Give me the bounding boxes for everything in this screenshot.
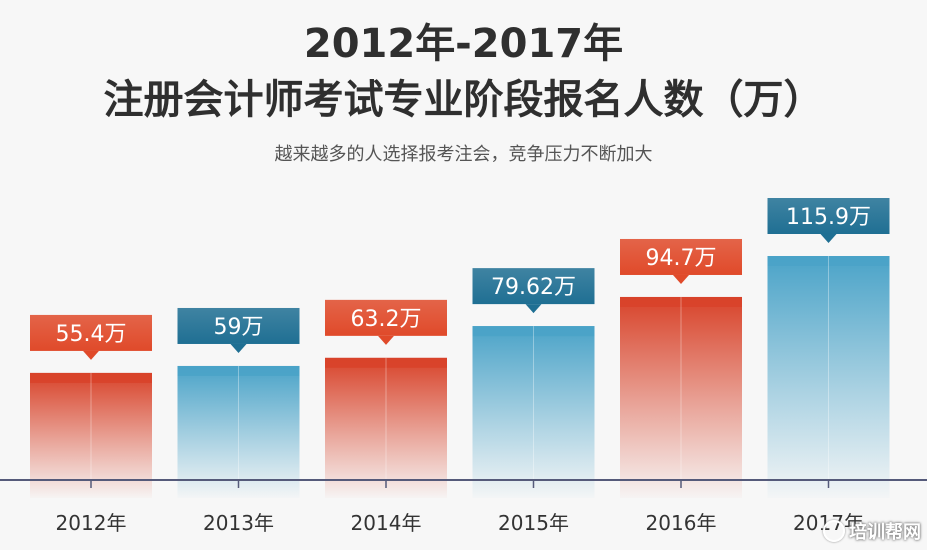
watermark: 培训帮网 [823,518,921,544]
bar-top-band-2 [177,365,300,376]
data-label-2: 59万 [214,315,264,340]
bar-top-band-5 [620,296,742,307]
data-label-box-2 [177,307,300,344]
watermark-logo-icon [823,520,845,542]
data-label-pointer-6 [820,234,837,243]
bar-3 [325,357,447,498]
bar-top-band-3 [325,357,447,368]
bar-group-6: 115.9万 [767,198,890,498]
chart-subtitle: 越来越多的人选择报考注会，竞争压力不断加大 [274,144,653,165]
bar-group-3: 63.2万 [325,299,447,498]
data-label-box-5 [620,238,742,275]
bar-group-2: 59万 [177,307,300,498]
bar-group-5: 94.7万 [620,238,742,498]
data-label-3: 63.2万 [351,307,422,332]
bar-2 [177,365,300,498]
data-label-6: 115.9万 [786,205,871,230]
x-tick-label-1: 2012年 [56,511,127,535]
data-label-pointer-5 [673,274,689,284]
data-label-box-6 [767,198,890,234]
bar-top-band-4 [472,326,595,337]
data-label-4: 79.62万 [491,275,576,300]
watermark-text: 培训帮网 [849,522,921,543]
data-label-pointer-1 [83,350,99,360]
data-label-box-3 [325,299,447,336]
data-label-box-4 [472,268,595,305]
data-label-pointer-3 [378,335,394,345]
x-tick-label-3: 2014年 [351,511,422,535]
bar-6 [767,256,890,498]
x-tick-label-5: 2016年 [646,511,717,535]
bar-4 [472,326,595,498]
bar-5 [620,296,742,498]
bar-group-1: 55.4万 [30,314,152,498]
x-tick-label-4: 2015年 [498,511,569,535]
bar-top-band-6 [767,256,890,266]
bar-top-band-1 [30,372,152,383]
data-label-pointer-4 [525,304,542,314]
bar-group-4: 79.62万 [472,268,595,498]
bar-1 [30,372,152,498]
data-label-1: 55.4万 [56,322,127,347]
data-label-5: 94.7万 [646,246,717,271]
chart-title-line2: 注册会计师考试专业阶段报名人数（万） [103,77,824,123]
data-label-box-1 [30,314,152,351]
x-tick-label-2: 2013年 [203,511,274,535]
data-label-pointer-2 [230,343,247,353]
chart-title-line1: 2012年-2017年 [303,21,624,67]
